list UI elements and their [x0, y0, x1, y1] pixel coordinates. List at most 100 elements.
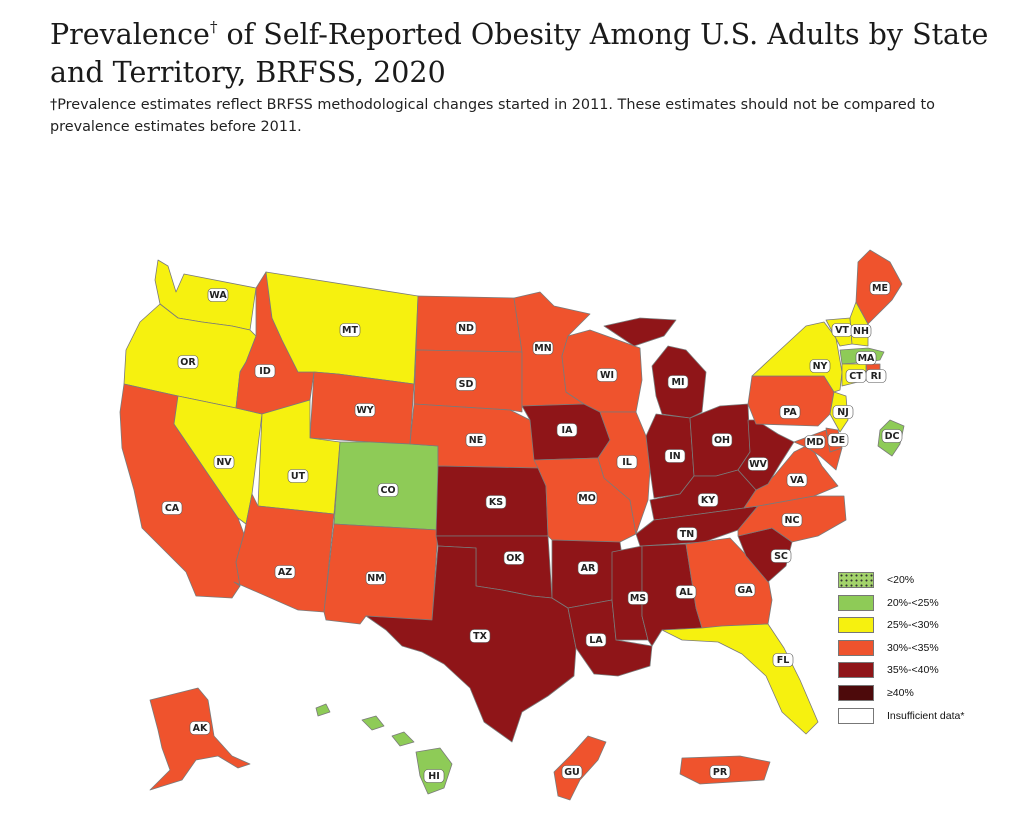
svg-text:FL: FL: [777, 655, 790, 666]
svg-text:MT: MT: [342, 325, 358, 336]
svg-text:VT: VT: [835, 325, 849, 336]
svg-text:AK: AK: [193, 723, 208, 734]
legend-item: <20%: [838, 570, 1018, 593]
map-legend: <20% 20%-<25% 25%-<30% 30%-<35% 35%-<40% ≥40%…: [838, 570, 1018, 728]
svg-text:SC: SC: [774, 551, 788, 562]
state-label-az: AZ: [274, 565, 296, 579]
legend-swatch: [838, 707, 874, 724]
state-label-in: IN: [664, 449, 686, 463]
svg-text:IL: IL: [622, 457, 632, 468]
state-label-ms: MS: [627, 591, 649, 605]
state-label-nh: NH: [850, 324, 872, 338]
svg-text:PR: PR: [713, 767, 728, 778]
state-label-ma: MA: [855, 351, 877, 365]
state-label-nm: NM: [365, 571, 387, 585]
state-label-md: MD: [804, 435, 826, 449]
svg-text:WA: WA: [209, 290, 227, 301]
state-label-dc: DC: [881, 429, 903, 443]
svg-text:AZ: AZ: [278, 567, 292, 578]
legend-item: 30%-<35%: [838, 638, 1018, 661]
legend-label: 25%-<30%: [887, 619, 939, 632]
svg-text:WI: WI: [600, 370, 614, 381]
svg-text:MA: MA: [858, 353, 875, 364]
svg-text:ME: ME: [872, 283, 888, 294]
state-label-pa: PA: [779, 405, 801, 419]
state-label-mo: MO: [576, 491, 598, 505]
svg-text:GA: GA: [737, 585, 753, 596]
state-label-ut: UT: [287, 469, 309, 483]
state-label-va: VA: [786, 473, 808, 487]
state-label-tn: TN: [676, 527, 698, 541]
legend-swatch: [838, 617, 874, 634]
state-label-vt: VT: [831, 323, 853, 337]
legend-label: 30%-<35%: [887, 641, 939, 654]
legend-item: 25%-<30%: [838, 615, 1018, 638]
legend-item: Insufficient data*: [838, 706, 1018, 729]
legend-label: 20%-<25%: [887, 596, 939, 609]
state-label-ok: OK: [503, 551, 525, 565]
state-label-wy: WY: [354, 403, 376, 417]
legend-label: 35%-<40%: [887, 664, 939, 677]
state-label-la: LA: [585, 633, 607, 647]
svg-text:NV: NV: [216, 457, 232, 468]
svg-text:OR: OR: [180, 357, 196, 368]
state-fl[interactable]: [661, 623, 819, 735]
state-label-ri: RI: [865, 369, 887, 383]
legend-swatch: [838, 662, 874, 679]
svg-text:AL: AL: [679, 587, 692, 598]
state-label-sd: SD: [455, 377, 477, 391]
svg-text:MS: MS: [630, 593, 646, 604]
svg-text:ID: ID: [259, 366, 271, 377]
svg-text:IN: IN: [669, 451, 681, 462]
svg-text:ND: ND: [458, 323, 474, 334]
svg-text:GU: GU: [564, 767, 580, 778]
state-label-or: OR: [177, 355, 199, 369]
svg-text:MO: MO: [578, 493, 596, 504]
svg-text:DE: DE: [831, 435, 845, 446]
svg-text:MD: MD: [806, 437, 823, 448]
state-label-gu: GU: [561, 765, 583, 779]
legend-swatch: [838, 572, 874, 588]
state-ak[interactable]: [149, 687, 251, 791]
state-mi[interactable]: [603, 317, 707, 419]
legend-label: Insufficient data*: [887, 709, 965, 722]
svg-text:IA: IA: [562, 425, 574, 436]
svg-text:SD: SD: [459, 379, 474, 390]
state-hi[interactable]: [315, 703, 453, 795]
state-label-nc: NC: [781, 513, 803, 527]
state-ny[interactable]: [751, 321, 843, 393]
svg-text:HI: HI: [428, 771, 440, 782]
state-label-hi: HI: [423, 769, 445, 783]
svg-text:RI: RI: [871, 371, 882, 382]
legend-swatch: [838, 594, 874, 611]
state-tx[interactable]: [365, 545, 577, 743]
legend-label: <20%: [887, 574, 915, 586]
state-label-sc: SC: [770, 549, 792, 563]
svg-text:NY: NY: [813, 361, 828, 372]
state-label-ga: GA: [734, 583, 756, 597]
state-label-nv: NV: [213, 455, 235, 469]
svg-text:OK: OK: [506, 553, 522, 564]
legend-item: ≥40%: [838, 683, 1018, 706]
state-label-tx: TX: [469, 629, 491, 643]
title-dagger: †: [209, 18, 218, 36]
state-label-co: CO: [377, 483, 399, 497]
svg-text:NC: NC: [785, 515, 800, 526]
state-label-ny: NY: [809, 359, 831, 373]
state-label-ct: CT: [845, 369, 867, 383]
state-label-fl: FL: [772, 653, 794, 667]
state-label-il: IL: [616, 455, 638, 469]
state-label-oh: OH: [711, 433, 733, 447]
svg-text:CO: CO: [380, 485, 395, 496]
svg-text:KS: KS: [489, 497, 503, 508]
svg-text:UT: UT: [291, 471, 306, 482]
state-label-de: DE: [827, 433, 849, 447]
state-label-nj: NJ: [832, 405, 854, 419]
svg-text:NE: NE: [469, 435, 483, 446]
state-label-mn: MN: [532, 341, 554, 355]
state-label-ne: NE: [465, 433, 487, 447]
svg-text:TX: TX: [473, 631, 487, 642]
state-label-mi: MI: [667, 375, 689, 389]
state-wv[interactable]: [737, 419, 795, 491]
